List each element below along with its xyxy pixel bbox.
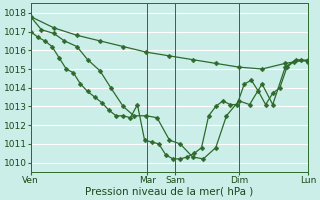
X-axis label: Pression niveau de la mer( hPa ): Pression niveau de la mer( hPa ) [85, 187, 254, 197]
